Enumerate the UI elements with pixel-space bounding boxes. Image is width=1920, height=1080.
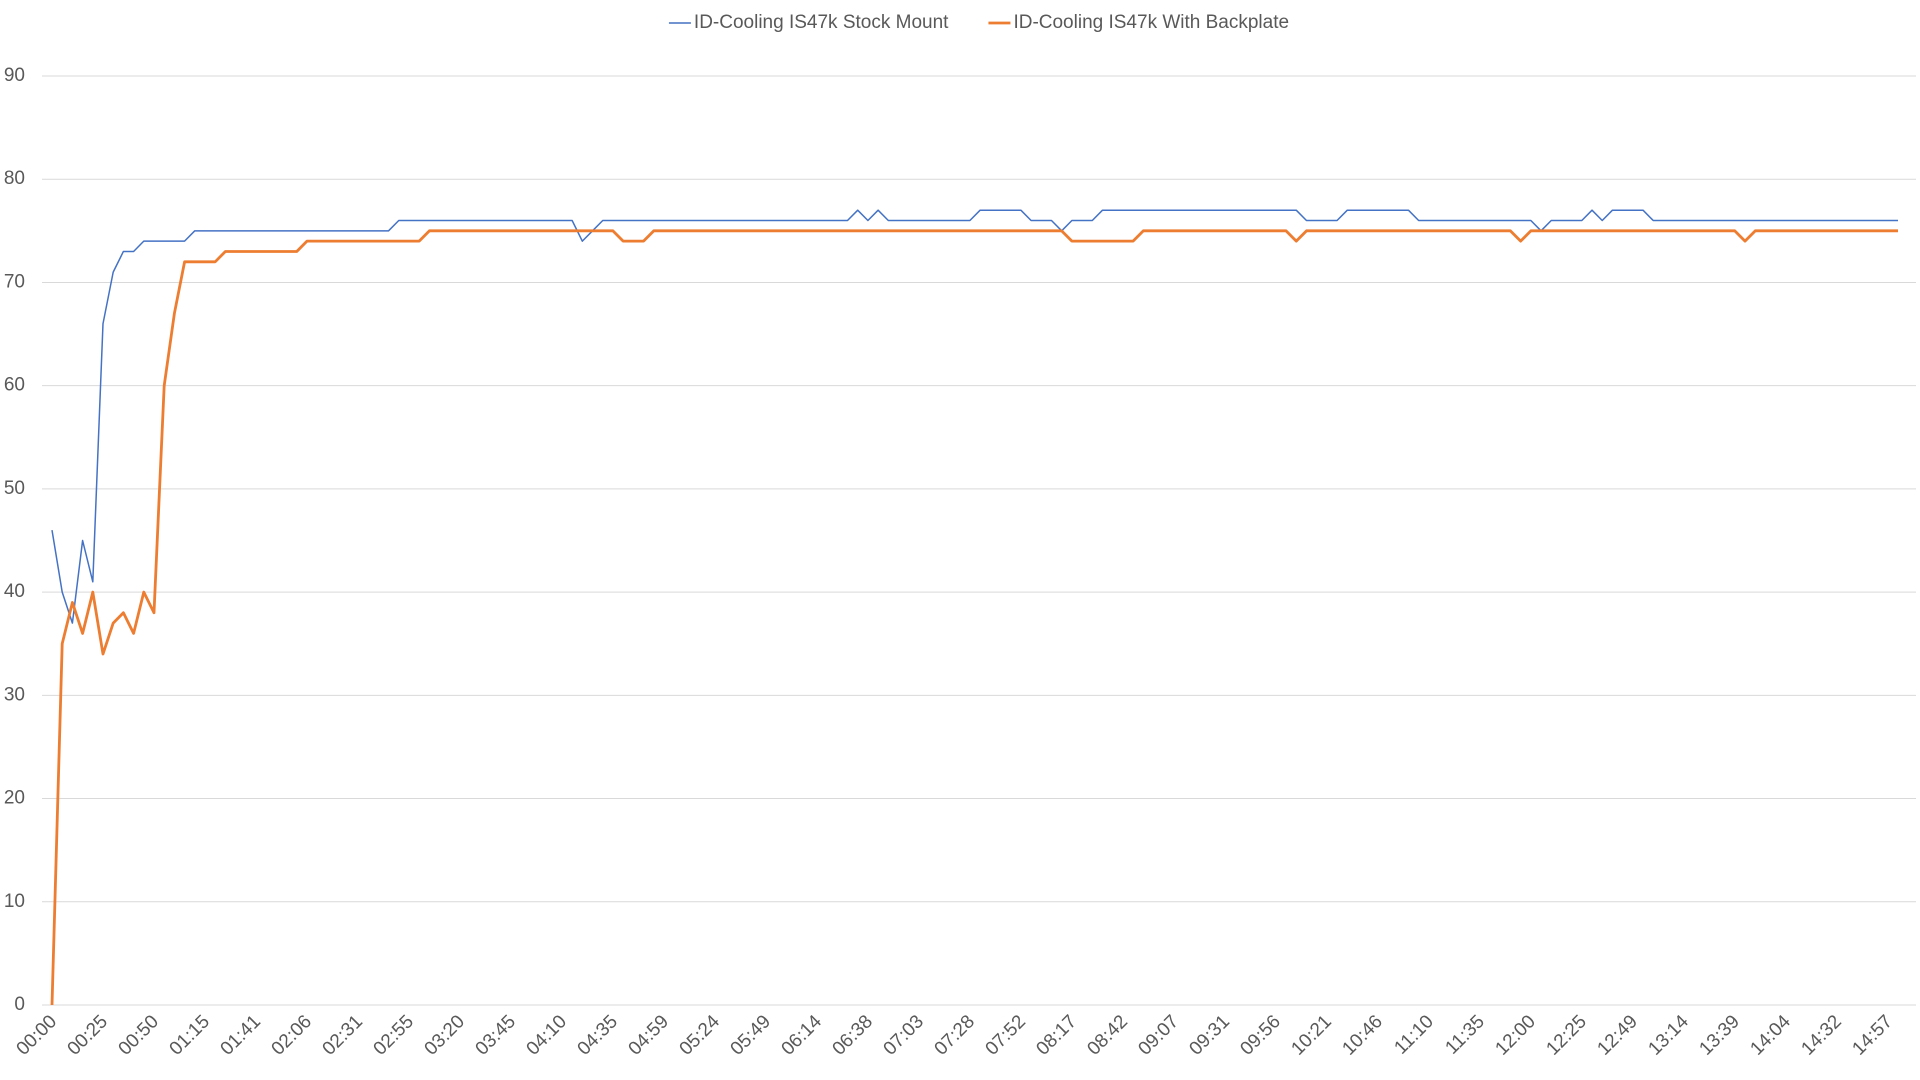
x-tick-label: 06:38 — [829, 1011, 877, 1059]
x-tick-label: 11:10 — [1390, 1011, 1437, 1058]
x-tick-label: 14:04 — [1746, 1011, 1795, 1060]
y-tick-label: 50 — [4, 478, 25, 499]
x-tick-label: 04:59 — [625, 1011, 673, 1059]
x-tick-label: 09:56 — [1236, 1011, 1284, 1059]
x-tick-label: 05:24 — [676, 1011, 725, 1060]
x-tick-label: 12:25 — [1542, 1011, 1590, 1059]
y-tick-label: 40 — [4, 581, 25, 602]
x-tick-label: 04:10 — [523, 1011, 571, 1059]
y-tick-label: 60 — [4, 375, 25, 396]
x-tick-label: 10:46 — [1338, 1011, 1386, 1059]
y-tick-label: 80 — [4, 168, 25, 189]
y-tick-label: 10 — [4, 891, 25, 912]
x-tick-label: 03:45 — [472, 1011, 520, 1059]
x-tick-label: 07:28 — [931, 1011, 979, 1059]
series-line — [50, 229, 1898, 1006]
x-tick-label: 02:06 — [268, 1011, 316, 1059]
x-tick-label: 14:57 — [1848, 1011, 1896, 1059]
x-tick-label: 02:55 — [370, 1011, 418, 1059]
x-tick-label: 08:42 — [1083, 1011, 1131, 1059]
x-tick-label: 09:31 — [1185, 1011, 1233, 1059]
x-tick-label: 13:14 — [1644, 1011, 1693, 1060]
x-tick-label: 01:15 — [166, 1011, 214, 1059]
x-tick-label: 00:50 — [115, 1011, 163, 1059]
y-tick-label: 30 — [4, 684, 25, 705]
legend-label: ID-Cooling IS47k Stock Mount — [694, 12, 949, 33]
x-tick-label: 10:21 — [1287, 1011, 1335, 1059]
x-tick-label: 01:41 — [217, 1011, 265, 1059]
y-tick-label: 70 — [4, 271, 25, 292]
x-tick-label: 12:00 — [1491, 1011, 1539, 1059]
x-tick-label: 09:07 — [1134, 1011, 1182, 1059]
legend-label: ID-Cooling IS47k With Backplate — [1013, 12, 1289, 33]
x-tick-label: 05:49 — [727, 1011, 775, 1059]
legend: ID-Cooling IS47k Stock Mount ID-Cooling I… — [668, 12, 1289, 33]
x-tick-label: 00:00 — [13, 1011, 61, 1059]
x-tick-label: 02:31 — [319, 1011, 367, 1059]
y-tick-label: 0 — [14, 994, 25, 1015]
x-tick-label: 07:52 — [982, 1011, 1030, 1059]
x-tick-label: 00:25 — [64, 1011, 112, 1059]
x-tick-label: 04:35 — [574, 1011, 622, 1059]
x-tick-label: 08:17 — [1033, 1011, 1081, 1059]
x-tick-label: 07:03 — [880, 1011, 928, 1059]
y-tick-label: 90 — [4, 65, 25, 86]
x-tick-label: 03:20 — [421, 1011, 469, 1059]
series-line — [51, 209, 1898, 624]
x-tick-label: 12:49 — [1593, 1011, 1641, 1059]
x-tick-label: 06:14 — [778, 1011, 827, 1060]
x-tick-label: 11:35 — [1441, 1011, 1488, 1058]
x-tick-label: 14:32 — [1797, 1011, 1845, 1059]
y-tick-label: 20 — [4, 788, 25, 809]
x-tick-label: 13:39 — [1695, 1011, 1743, 1059]
